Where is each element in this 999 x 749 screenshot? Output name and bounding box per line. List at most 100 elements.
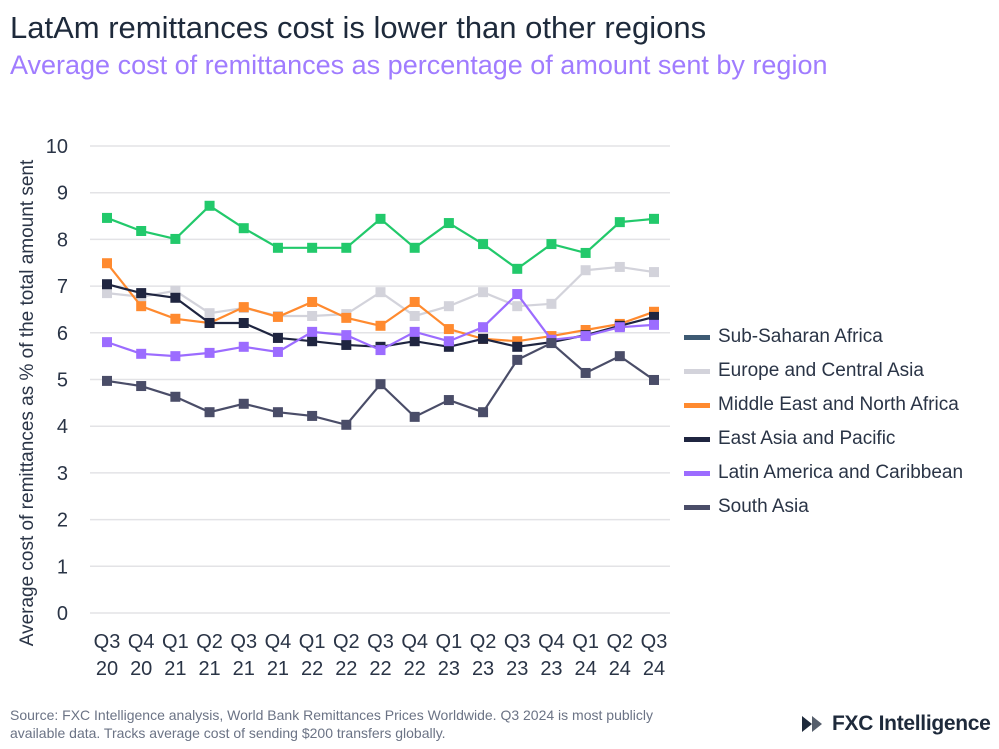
data-point bbox=[443, 336, 454, 347]
x-tick-label: Q2 bbox=[470, 631, 497, 653]
data-point bbox=[649, 311, 659, 322]
data-point bbox=[375, 320, 386, 331]
data-point bbox=[272, 407, 283, 418]
data-point bbox=[102, 288, 112, 299]
data-point bbox=[478, 333, 489, 344]
logo: FXC Intelligence bbox=[800, 712, 991, 736]
data-point bbox=[512, 336, 523, 347]
data-point bbox=[136, 225, 147, 236]
x-tick-label: 22 bbox=[369, 658, 391, 680]
legend-swatch bbox=[684, 334, 710, 340]
legend-swatch bbox=[684, 470, 710, 476]
data-point bbox=[341, 339, 352, 350]
x-tick-label: 23 bbox=[540, 658, 562, 680]
x-tick-label: Q3 bbox=[230, 631, 257, 653]
legend-label: Europe and Central Asia bbox=[718, 360, 924, 381]
legend-item: East Asia and Pacific bbox=[684, 422, 963, 456]
data-point bbox=[512, 289, 523, 300]
y-tick-label: 4 bbox=[57, 416, 68, 438]
data-point bbox=[307, 326, 318, 337]
data-point bbox=[341, 242, 352, 253]
x-tick-label: 20 bbox=[96, 658, 118, 680]
data-point bbox=[204, 317, 215, 328]
data-point bbox=[649, 319, 659, 330]
data-point bbox=[409, 296, 420, 307]
x-tick-label: Q4 bbox=[538, 631, 565, 653]
legend-item: Latin America and Caribbean bbox=[684, 456, 963, 490]
data-point bbox=[375, 379, 386, 390]
data-point bbox=[341, 330, 352, 341]
data-point bbox=[307, 410, 318, 421]
x-tick-label: 20 bbox=[130, 658, 152, 680]
x-tick-label: 24 bbox=[575, 658, 597, 680]
y-tick-label: 1 bbox=[57, 556, 68, 578]
data-point bbox=[136, 381, 147, 392]
data-point bbox=[375, 345, 386, 356]
data-point bbox=[580, 265, 591, 276]
data-point bbox=[443, 218, 454, 229]
data-point bbox=[170, 285, 181, 296]
x-tick-label: Q3 bbox=[367, 631, 394, 653]
data-point bbox=[272, 332, 283, 343]
legend-swatch bbox=[684, 504, 710, 510]
data-point bbox=[649, 267, 659, 278]
line-chart: 012345678910Q320Q420Q121Q221Q321Q421Q122… bbox=[17, 136, 670, 680]
y-tick-label: 3 bbox=[57, 463, 68, 485]
data-point bbox=[443, 324, 454, 335]
logo-text: FXC Intelligence bbox=[832, 712, 991, 735]
x-tick-label: 24 bbox=[609, 658, 631, 680]
x-tick-label: Q4 bbox=[401, 631, 428, 653]
x-tick-label: 23 bbox=[506, 658, 528, 680]
data-point bbox=[580, 331, 591, 342]
data-point bbox=[307, 336, 318, 347]
data-point bbox=[136, 348, 147, 359]
data-point bbox=[546, 298, 557, 309]
data-point bbox=[443, 341, 454, 352]
data-point bbox=[409, 310, 420, 321]
legend-swatch bbox=[684, 436, 710, 442]
x-tick-label: 21 bbox=[198, 658, 220, 680]
data-point bbox=[512, 354, 523, 365]
x-tick-label: Q1 bbox=[436, 631, 463, 653]
x-tick-label: 21 bbox=[233, 658, 255, 680]
data-point bbox=[170, 351, 181, 362]
y-tick-label: 10 bbox=[46, 136, 68, 158]
data-point bbox=[204, 407, 215, 418]
data-point bbox=[443, 395, 454, 406]
legend: Sub-Saharan Africa Europe and Central Asi… bbox=[684, 320, 963, 524]
data-point bbox=[272, 242, 283, 253]
data-point bbox=[512, 301, 523, 312]
data-point bbox=[102, 375, 112, 386]
y-tick-label: 9 bbox=[57, 183, 68, 205]
legend-item: Sub-Saharan Africa bbox=[684, 320, 963, 354]
data-point bbox=[375, 287, 386, 298]
data-point bbox=[204, 200, 215, 211]
data-point bbox=[546, 239, 557, 250]
chart-subtitle: Average cost of remittances as percentag… bbox=[10, 50, 828, 80]
x-tick-label: 22 bbox=[404, 658, 426, 680]
x-tick-label: 22 bbox=[335, 658, 357, 680]
data-point bbox=[238, 398, 249, 409]
x-tick-label: Q4 bbox=[265, 631, 292, 653]
y-tick-label: 0 bbox=[57, 603, 68, 625]
data-point bbox=[170, 313, 181, 324]
legend-label: Sub-Saharan Africa bbox=[718, 326, 883, 347]
x-tick-label: Q2 bbox=[333, 631, 360, 653]
data-point bbox=[478, 322, 489, 333]
data-point bbox=[409, 326, 420, 337]
data-point bbox=[272, 311, 283, 322]
data-point bbox=[341, 419, 352, 430]
x-tick-label: 21 bbox=[164, 658, 186, 680]
y-tick-label: 6 bbox=[57, 323, 68, 345]
data-point bbox=[478, 407, 489, 418]
data-point bbox=[238, 317, 249, 328]
x-tick-label: 23 bbox=[472, 658, 494, 680]
data-point bbox=[614, 351, 625, 362]
chart-title: LatAm remittances cost is lower than oth… bbox=[10, 10, 707, 45]
data-point bbox=[307, 310, 318, 321]
data-point bbox=[580, 247, 591, 258]
data-point bbox=[649, 213, 659, 224]
data-point bbox=[170, 233, 181, 244]
x-tick-label: Q3 bbox=[504, 631, 531, 653]
data-point bbox=[170, 391, 181, 402]
